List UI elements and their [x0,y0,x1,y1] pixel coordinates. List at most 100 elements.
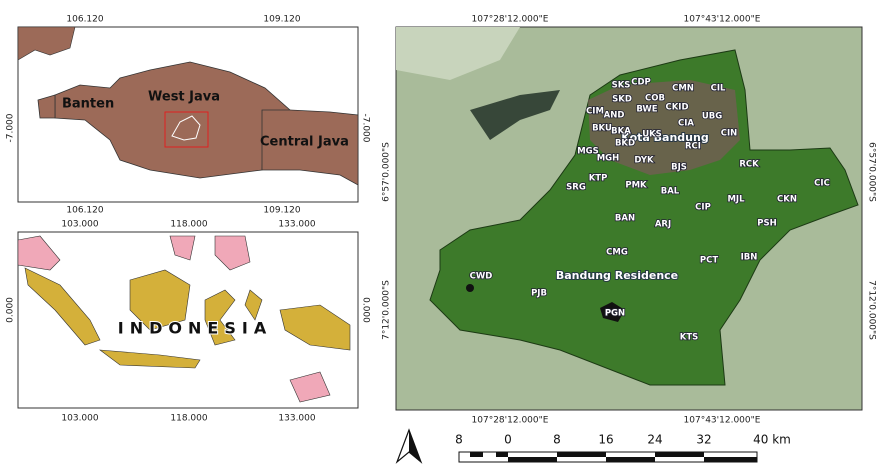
district-code: PMK [625,181,647,191]
tick-label: 107°28'12.000"E [472,15,549,25]
district-code: MGH [597,154,620,164]
tick-label: 0.000 [6,297,16,323]
district-labels: SKS CDP CMN CIL SKD COB CIM BWE CKID AND UBG CIA BKU… [469,77,831,344]
scale-bar: 8 0 8 16 24 32 40 km [455,433,791,463]
district-code: CMG [606,248,628,258]
background-terrain [396,27,520,80]
land [17,26,76,61]
district-code: AND [604,111,625,121]
district-code: CKN [777,195,797,205]
tick-label: 109.120 [263,15,300,25]
district-code: BAN [615,214,635,224]
banten [37,94,56,119]
scale-label: 0 [504,433,512,447]
neighbour-land [17,235,331,403]
water-body [600,302,625,322]
scale-label: 24 [647,433,662,447]
district-code: BAL [661,187,680,197]
district-code: CIA [678,119,694,129]
district-code: CDP [631,78,651,88]
district-code: PCT [700,256,718,266]
scale-label: 32 [696,433,711,447]
water-body [470,90,560,140]
tick-label: 133.000 [278,220,315,230]
district-code: UKS [642,130,662,140]
tick-label: 107°43'12.000"E [684,15,761,25]
district-code: CIM [586,107,604,117]
district-code: BJS [671,163,687,173]
main-map: Kota Bandung Bandung Residence 107°28'12… [382,15,877,426]
scale-segment [704,457,757,462]
tick-label: 106.120 [66,206,103,216]
scale-label: 40 km [753,433,791,447]
indonesia-inset: INDONESIA 103.000 118.000 133.000 103.00… [6,220,371,424]
tick-label: 0.000 [361,297,371,323]
district-code: CMN [672,84,694,94]
tick-label: 107°43'12.000"E [684,416,761,426]
district-code: PGN [605,309,625,319]
district-code: BKA [611,127,631,137]
district-code: CIN [721,129,738,139]
arrow-half [409,430,421,462]
tick-label: 118.000 [170,220,207,230]
district-code: SKD [612,95,632,105]
country-label: INDONESIA [118,319,272,338]
district-code: CWD [470,272,493,282]
north-arrow [395,428,423,464]
west-java-inset: Banten West Java Central Java 106.120 10… [6,15,371,216]
city-label: Kota Bandung [621,131,708,144]
district-code: CIP [695,203,711,213]
district-code: RCI [685,142,701,152]
tick-label: 7°12'0.000"S [382,280,392,340]
tick-label: 118.000 [170,414,207,424]
region-label: Bandung Residence [556,269,678,282]
region-label: West Java [148,90,220,105]
district-code: SRG [566,183,586,193]
scale-label: 8 [553,433,561,447]
tick-label: -7.000 [361,113,371,142]
district-code: PJB [531,289,547,299]
indonesia-land [24,267,351,369]
study-area [171,115,201,141]
district-code: MJL [727,195,745,205]
district-code: BKU [592,124,612,134]
district-code: RCK [739,160,759,170]
district-code: BKD [615,139,635,149]
tick-label: 133.000 [278,414,315,424]
study-area-box [164,111,209,148]
tick-label: 107°28'12.000"E [472,416,549,426]
tick-label: 103.000 [61,220,98,230]
district-code: CKID [665,103,688,113]
district-code: UBG [702,112,722,122]
district-code: MGS [577,147,599,157]
scale-segment [496,452,508,457]
tick-label: 6°57'0.000"S [382,142,392,202]
scale-label: 16 [598,433,613,447]
scale-label: 8 [455,433,463,447]
central-java [261,109,359,186]
scale-segment [557,452,606,457]
tick-label: 109.120 [263,206,300,216]
district-code: ARJ [655,220,671,230]
kota-bandung [588,80,740,175]
tick-label: -7.000 [6,113,16,142]
tick-label: 106.120 [66,15,103,25]
scale-segment [470,452,483,457]
region-label: Central Java [260,135,349,150]
district-code: KTP [589,174,608,184]
district-code: COB [645,94,665,104]
region-label: Banten [62,97,114,112]
district-code: BWE [636,105,657,115]
district-code: CIC [814,179,830,189]
district-code: CIL [711,84,726,94]
tick-label: 103.000 [61,414,98,424]
district-code: PSH [757,219,776,229]
tick-label: 7°12'0.000"S [867,280,877,340]
tick-label: 6°57'0.000"S [867,142,877,202]
bandung-residence [429,49,859,386]
scale-segment [606,457,655,462]
district-code: SKS [612,81,631,91]
scale-segment [655,452,704,457]
district-code: KTS [680,333,699,343]
